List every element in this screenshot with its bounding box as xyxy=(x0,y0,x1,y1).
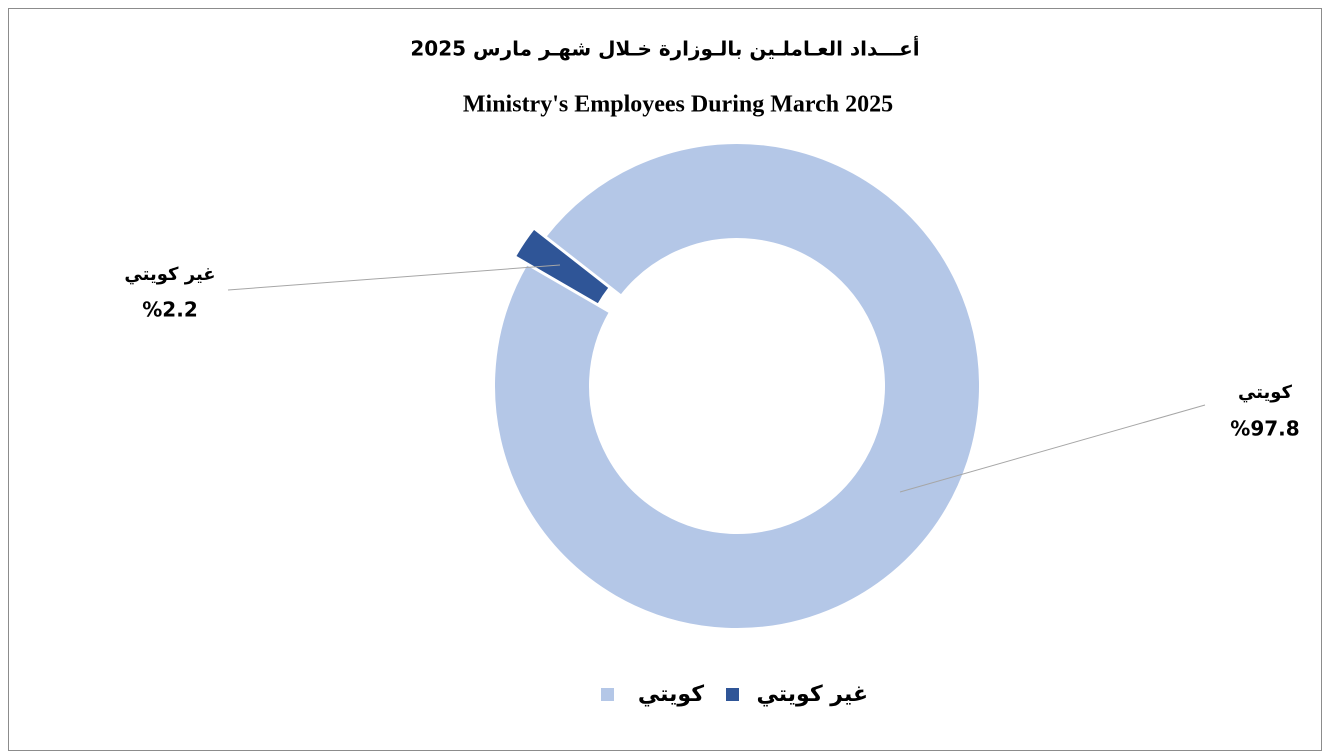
chart-title: أعـــداد العـاملـين بالـوزارة خـلال شهـر… xyxy=(410,35,919,61)
donut-segment xyxy=(493,141,981,630)
leader-line xyxy=(227,264,561,291)
legend-label: كويتي xyxy=(638,682,704,707)
chart-subtitle: Ministry's Employees During March 2025 xyxy=(463,92,893,118)
data-label-value: %2.2 xyxy=(142,298,197,322)
data-label-category: كويتي xyxy=(1238,382,1293,403)
legend-swatch xyxy=(726,688,739,701)
leader-line xyxy=(899,404,1206,493)
data-label-value: %97.8 xyxy=(1230,417,1299,441)
legend-label: غير كويتي xyxy=(757,682,868,707)
data-label-category: غير كويتي xyxy=(124,264,215,285)
chart-frame xyxy=(8,8,1322,751)
donut-segment xyxy=(513,227,611,306)
legend-swatch xyxy=(601,688,614,701)
